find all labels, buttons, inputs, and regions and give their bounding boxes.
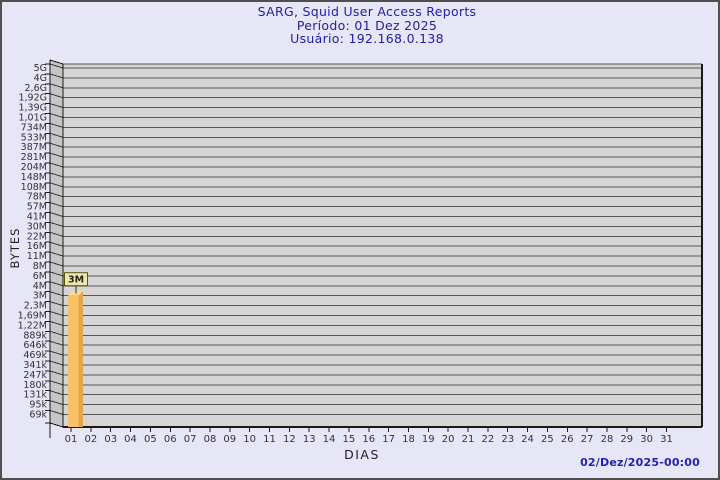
svg-text:247k: 247k <box>23 370 47 381</box>
svg-text:3M: 3M <box>33 291 47 302</box>
bar-value-label: 3M <box>64 272 88 294</box>
svg-text:2,3M: 2,3M <box>24 301 47 312</box>
svg-text:28: 28 <box>601 434 614 445</box>
svg-text:108M: 108M <box>21 182 47 193</box>
svg-text:20: 20 <box>442 434 455 445</box>
svg-text:204M: 204M <box>21 162 47 173</box>
svg-text:30: 30 <box>640 434 653 445</box>
svg-text:95k: 95k <box>29 400 47 411</box>
svg-text:23: 23 <box>501 434 514 445</box>
svg-text:01: 01 <box>65 434 78 445</box>
svg-text:889k: 889k <box>23 330 47 341</box>
svg-text:16M: 16M <box>27 241 47 252</box>
svg-text:11: 11 <box>263 434 276 445</box>
svg-text:05: 05 <box>144 434 157 445</box>
svg-text:21: 21 <box>462 434 475 445</box>
svg-text:1,92G: 1,92G <box>18 93 47 104</box>
svg-text:31: 31 <box>660 434 673 445</box>
svg-text:131k: 131k <box>23 390 47 401</box>
svg-text:04: 04 <box>124 434 137 445</box>
svg-text:30M: 30M <box>27 221 47 232</box>
svg-text:03: 03 <box>104 434 117 445</box>
svg-text:08: 08 <box>204 434 217 445</box>
svg-text:3M: 3M <box>68 275 84 286</box>
svg-text:11M: 11M <box>27 251 47 262</box>
y-gridlines <box>45 63 702 415</box>
svg-text:22: 22 <box>481 434 494 445</box>
bar-day-01 <box>68 290 83 427</box>
svg-text:1,01G: 1,01G <box>18 113 47 124</box>
svg-text:17: 17 <box>382 434 395 445</box>
svg-text:22M: 22M <box>27 231 47 242</box>
x-axis-tick-labels: 01 02 03 04 05 06 07 08 09 10 11 12 13 14 15 16 17 18 19 20… <box>65 427 673 445</box>
svg-text:2,6G: 2,6G <box>25 83 47 94</box>
chart-title: SARG, Squid User Access Reports <box>257 4 477 19</box>
svg-text:19: 19 <box>422 434 435 445</box>
axes <box>45 59 703 438</box>
svg-text:341k: 341k <box>23 360 47 371</box>
svg-text:4G: 4G <box>34 73 47 84</box>
svg-text:387M: 387M <box>21 142 47 153</box>
svg-text:24: 24 <box>521 434 534 445</box>
svg-text:18: 18 <box>402 434 415 445</box>
svg-text:734M: 734M <box>21 122 47 133</box>
svg-text:09: 09 <box>223 434 236 445</box>
svg-text:646k: 646k <box>23 340 47 351</box>
svg-text:1,22M: 1,22M <box>18 320 47 331</box>
svg-text:5G: 5G <box>34 63 47 74</box>
report-timestamp: 02/Dez/2025-00:00 <box>580 456 700 469</box>
svg-text:27: 27 <box>581 434 594 445</box>
chart-user: Usuário: 192.168.0.138 <box>290 31 444 46</box>
svg-text:13: 13 <box>303 434 316 445</box>
svg-text:41M: 41M <box>27 212 47 223</box>
svg-text:1,39G: 1,39G <box>18 103 47 114</box>
x-axis-title: DIAS <box>344 447 380 462</box>
svg-text:148M: 148M <box>21 172 47 183</box>
svg-text:1,69M: 1,69M <box>18 311 47 322</box>
svg-text:4M: 4M <box>33 281 47 292</box>
y-axis-tick-labels: 5G4G2,6G1,92G1,39G1,01G734M533M387M281M2… <box>18 63 48 421</box>
plot-background <box>50 60 702 427</box>
svg-text:06: 06 <box>164 434 177 445</box>
chart-period: Período: 01 Dez 2025 <box>296 17 438 33</box>
svg-text:180k: 180k <box>23 380 47 391</box>
svg-text:69k: 69k <box>29 410 47 421</box>
svg-text:07: 07 <box>184 434 197 445</box>
svg-text:469k: 469k <box>23 350 47 361</box>
svg-text:12: 12 <box>283 434 296 445</box>
svg-text:29: 29 <box>620 434 633 445</box>
chart-title-block: SARG, Squid User Access Reports Período:… <box>12 4 718 46</box>
svg-text:281M: 281M <box>21 152 47 163</box>
svg-text:25: 25 <box>541 434 554 445</box>
y-axis-title: BYTES <box>8 227 22 269</box>
svg-text:533M: 533M <box>21 132 47 143</box>
svg-text:10: 10 <box>243 434 256 445</box>
svg-text:15: 15 <box>343 434 356 445</box>
svg-text:78M: 78M <box>27 192 47 203</box>
svg-text:8M: 8M <box>33 261 47 272</box>
svg-text:16: 16 <box>362 434 375 445</box>
svg-text:26: 26 <box>561 434 574 445</box>
svg-text:14: 14 <box>323 434 336 445</box>
svg-text:02: 02 <box>84 434 97 445</box>
svg-text:57M: 57M <box>27 202 47 213</box>
svg-text:6M: 6M <box>33 271 47 282</box>
